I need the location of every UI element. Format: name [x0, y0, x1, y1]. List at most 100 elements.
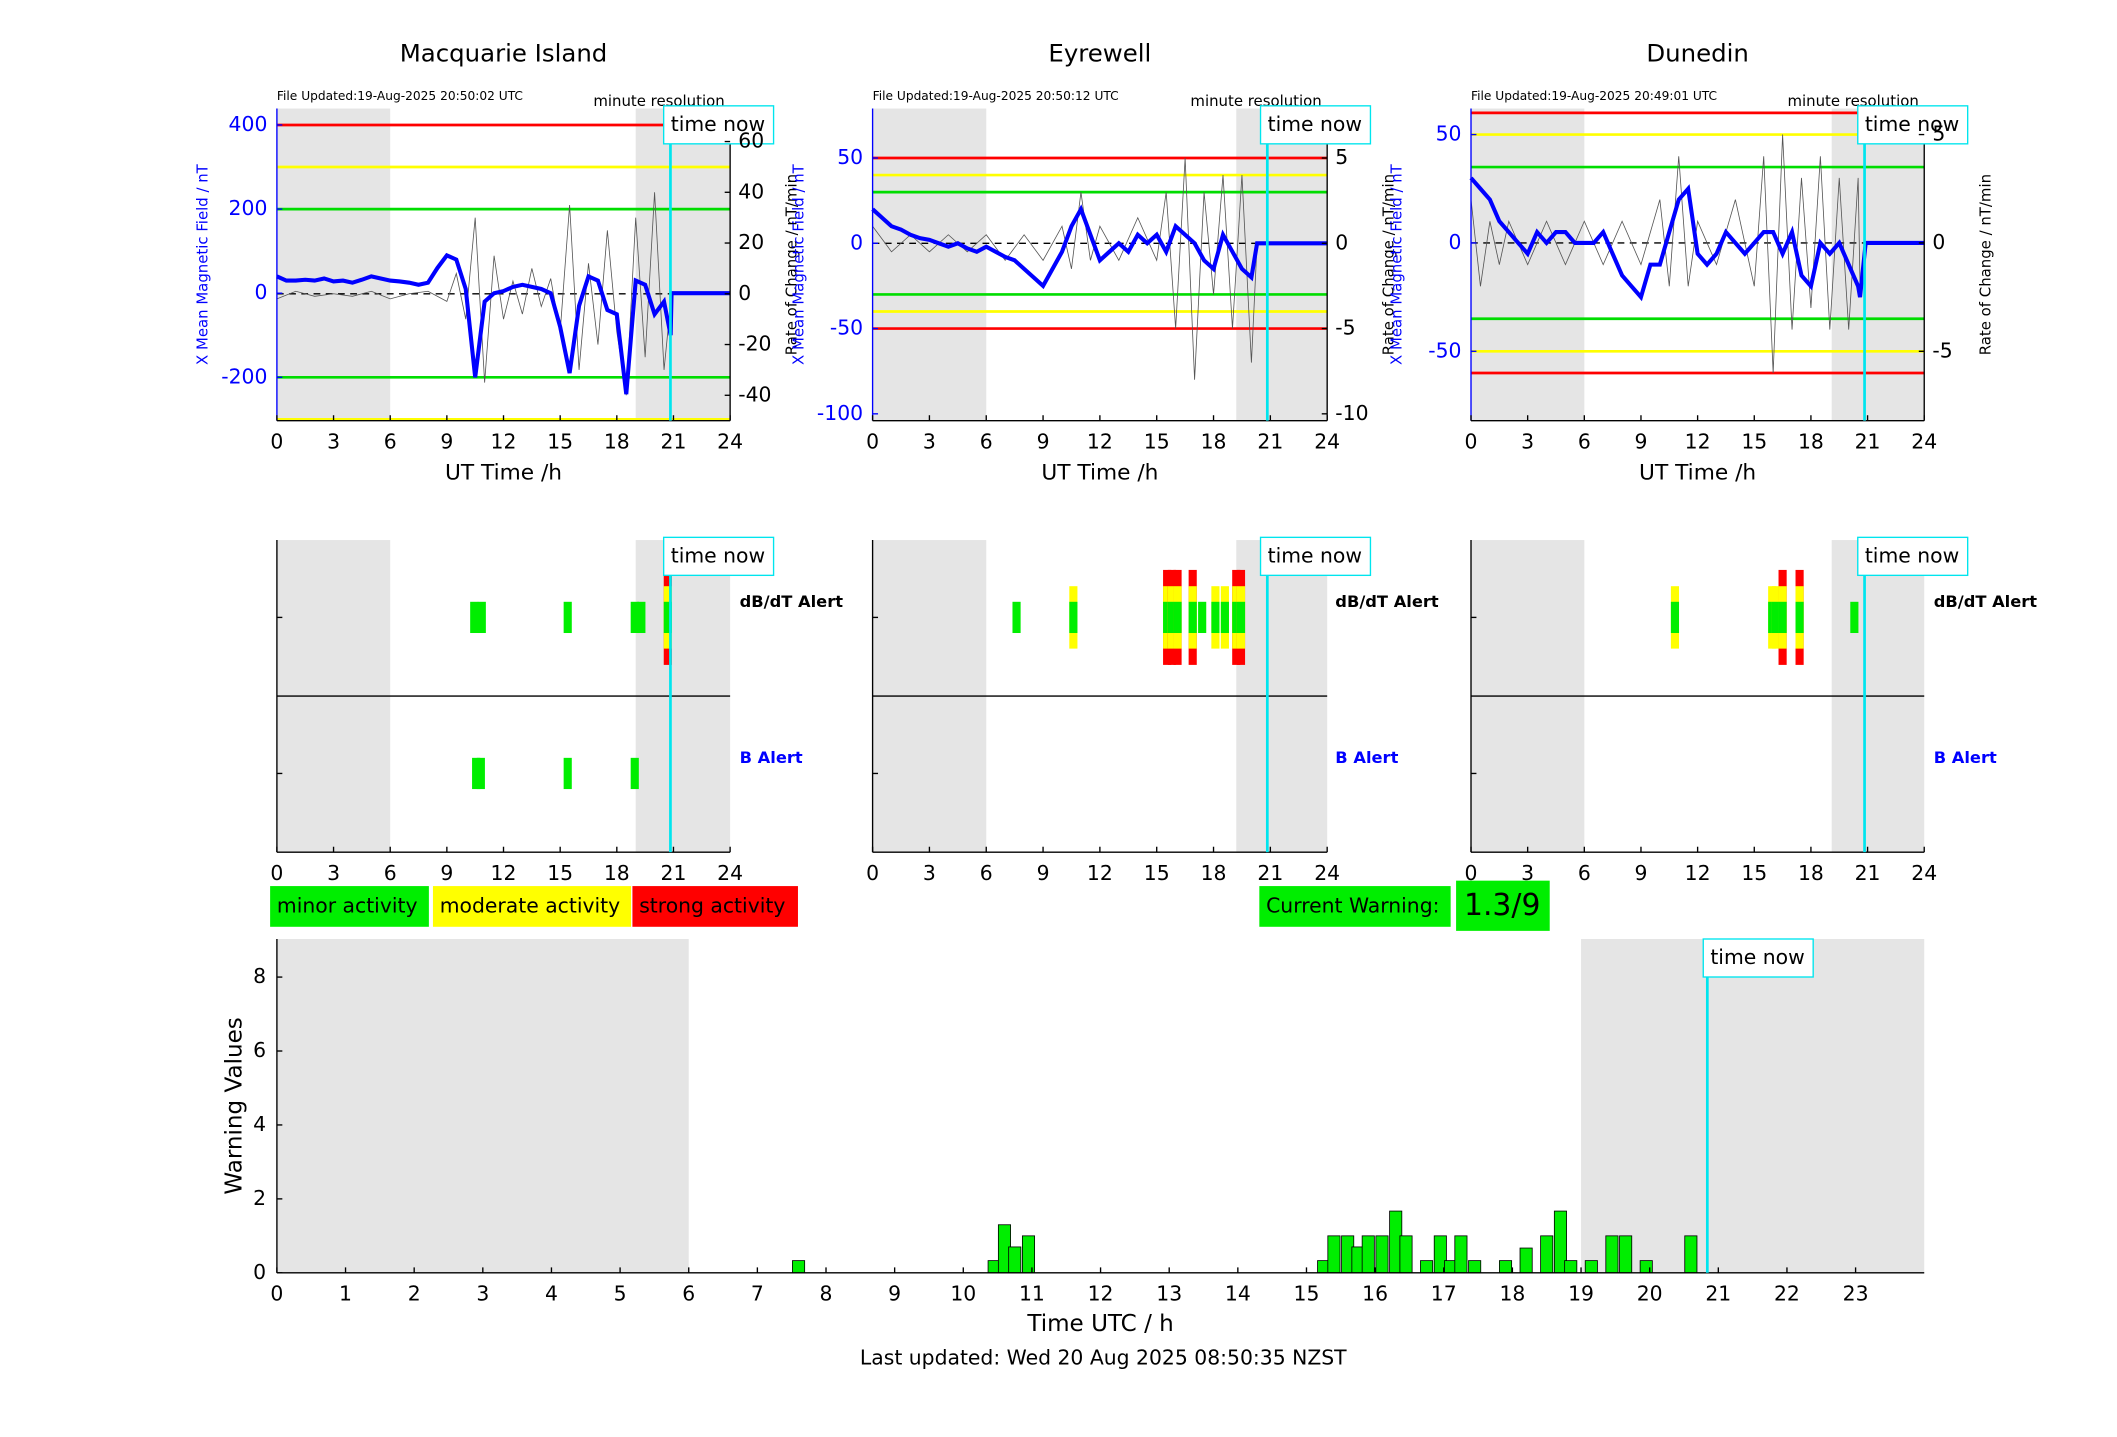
time-now-label: time now [1710, 945, 1804, 969]
time-now-label: time now [1268, 543, 1362, 567]
warning-value-box [1456, 880, 1550, 931]
y-tick-label: 0 [253, 1260, 266, 1284]
y2-tick-label: -10 [1335, 401, 1368, 425]
warning-bar [792, 1260, 806, 1274]
x-tick-label: 3 [1521, 861, 1534, 885]
panel-title: Eyrewell [1048, 38, 1151, 67]
x-tick-label: 14 [1225, 1282, 1251, 1306]
x-tick-label: 3 [923, 861, 936, 885]
y2-tick-label: -5 [1335, 316, 1355, 340]
x-tick-label: 6 [384, 429, 397, 453]
x-tick-label: 0 [270, 861, 283, 885]
y2-tick-label: -40 [738, 382, 771, 406]
y-axis-label: X Mean Magnetic Field / nT [1388, 163, 1406, 365]
file-updated: File Updated:19-Aug-2025 20:50:02 UTC [277, 89, 523, 103]
x-tick-label: 22 [1774, 1282, 1800, 1306]
y-tick-label: 2 [253, 1186, 266, 1210]
x-tick-label: 21 [1855, 429, 1881, 453]
rate-line [1470, 134, 1861, 373]
y2-tick-label: 5 [1335, 145, 1348, 169]
alert-bar [1795, 601, 1804, 634]
warning-bar [1519, 1247, 1533, 1274]
x-tick-label: 18 [1798, 861, 1824, 885]
panel-title: Dunedin [1646, 38, 1749, 67]
y-tick-label: 0 [1449, 230, 1462, 254]
alert-bar [1220, 601, 1229, 634]
x-tick-label: 3 [923, 429, 936, 453]
field-line [276, 252, 731, 395]
y-tick-label: 0 [850, 230, 863, 254]
x-tick-label: 18 [1798, 429, 1824, 453]
y2-tick-label: 0 [1932, 230, 1945, 254]
x-tick-label: 24 [1911, 861, 1937, 885]
time-now-box [662, 105, 775, 145]
x-tick-label: 10 [950, 1282, 976, 1306]
alert-bar [1188, 601, 1197, 634]
night-shade [872, 108, 987, 421]
alert-bar [1163, 601, 1172, 634]
x-tick-label: 12 [491, 861, 517, 885]
time-now-label: time now [671, 543, 765, 567]
field-line [871, 204, 1328, 290]
x-tick-label: 9 [440, 429, 453, 453]
x-tick-label: 4 [545, 1282, 558, 1306]
alert-bar [476, 757, 485, 790]
x-tick-label: 1 [339, 1282, 352, 1306]
night-shade [635, 108, 731, 421]
y-tick-label: -50 [1428, 338, 1461, 362]
x-axis-label: Time UTC / h [1026, 1311, 1173, 1337]
time-now-box [1259, 105, 1372, 145]
alert-bar [563, 757, 572, 790]
y2-axis-label: Rate of Change / nT/min [783, 174, 801, 355]
y-tick-label: 50 [1436, 122, 1462, 146]
x-axis-label: UT Time /h [1639, 461, 1756, 486]
y-tick-label: 0 [254, 280, 267, 304]
y-tick-label: 6 [253, 1038, 266, 1062]
x-tick-label: 0 [1465, 861, 1478, 885]
x-axis-label: UT Time /h [445, 461, 562, 486]
warning-bar [1584, 1260, 1598, 1274]
file-updated: File Updated:19-Aug-2025 20:50:12 UTC [873, 89, 1119, 103]
alert-bar [470, 601, 479, 634]
x-tick-label: 15 [547, 429, 573, 453]
alert-label: dB/dT Alert [740, 592, 844, 611]
x-tick-label: 24 [1314, 429, 1340, 453]
warning-bar [1639, 1260, 1653, 1274]
x-tick-label: 9 [440, 861, 453, 885]
alert-bar [477, 601, 486, 634]
x-tick-label: 2 [408, 1282, 421, 1306]
warning-bar [1499, 1260, 1513, 1274]
y-tick-label: -50 [830, 316, 863, 340]
time-now-box [662, 536, 775, 577]
x-tick-label: 21 [1705, 1282, 1731, 1306]
warning-bar [1375, 1235, 1389, 1274]
x-axis-label: UT Time /h [1041, 461, 1158, 486]
time-now-label: time now [1268, 112, 1362, 136]
x-tick-label: 15 [1144, 429, 1170, 453]
alert-bar [472, 757, 481, 790]
x-tick-label: 18 [1201, 861, 1227, 885]
y-tick-label: 50 [837, 145, 863, 169]
x-tick-label: 19 [1568, 1282, 1594, 1306]
y-axis-label: X Mean Magnetic Field / nT [789, 163, 807, 365]
warning-bar [1619, 1235, 1633, 1274]
y-axis-label: Warning Values [221, 1017, 247, 1194]
warning-bar [1420, 1260, 1434, 1274]
x-tick-label: 15 [547, 861, 573, 885]
alert-bar [637, 601, 646, 634]
warning-bar [1605, 1235, 1619, 1274]
legend-swatch [632, 886, 798, 927]
warning-bar [1008, 1246, 1022, 1274]
alert-bar [630, 601, 639, 634]
x-tick-label: 0 [866, 429, 879, 453]
alert-bar [1211, 601, 1220, 634]
y2-tick-label: -20 [738, 332, 771, 356]
y-tick-label: -100 [817, 401, 863, 425]
alert-label: dB/dT Alert [1934, 592, 2038, 611]
y-tick-label: 4 [253, 1112, 266, 1136]
time-now-box [1259, 536, 1372, 577]
alert-bar [1236, 601, 1246, 634]
warning-bar [1684, 1235, 1698, 1274]
y2-tick-label: 20 [738, 230, 764, 254]
legend-swatch [432, 886, 632, 927]
